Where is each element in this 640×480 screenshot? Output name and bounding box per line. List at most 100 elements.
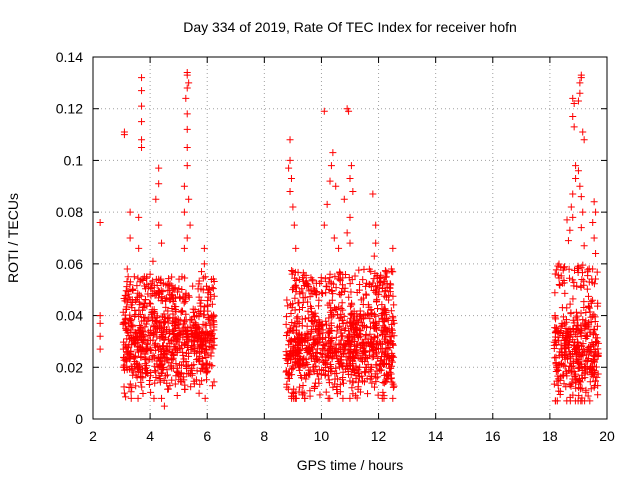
- data-point: [191, 322, 199, 330]
- data-point: [172, 360, 180, 368]
- data-point: [574, 364, 582, 372]
- data-point: [357, 355, 365, 363]
- data-point: [341, 341, 349, 349]
- data-point: [586, 397, 594, 405]
- data-point: [389, 244, 397, 252]
- data-point: [155, 363, 163, 371]
- data-point: [589, 296, 597, 304]
- data-point: [201, 273, 209, 281]
- data-points: [96, 69, 602, 410]
- data-point: [389, 394, 397, 402]
- data-point: [377, 271, 385, 279]
- data-point: [346, 302, 354, 310]
- data-point: [585, 292, 593, 300]
- x-tick-label: 16: [485, 428, 501, 444]
- data-point: [301, 293, 309, 301]
- data-point: [361, 348, 369, 356]
- data-point: [182, 295, 190, 303]
- data-point: [144, 345, 152, 353]
- data-point: [170, 343, 178, 351]
- data-point: [311, 383, 319, 391]
- data-point: [381, 347, 389, 355]
- data-point: [155, 221, 163, 229]
- data-point: [550, 380, 558, 388]
- data-point: [383, 371, 391, 379]
- data-point: [354, 318, 362, 326]
- data-point: [575, 384, 583, 392]
- data-point: [121, 297, 129, 305]
- data-point: [195, 389, 203, 397]
- data-point: [373, 295, 381, 303]
- data-point: [198, 364, 206, 372]
- data-point: [201, 394, 209, 402]
- data-point: [177, 369, 185, 377]
- data-point: [585, 265, 593, 273]
- data-point: [551, 354, 559, 362]
- data-point: [326, 338, 334, 346]
- data-point: [554, 328, 562, 336]
- data-point: [137, 292, 145, 300]
- data-point: [327, 279, 335, 287]
- data-point: [127, 328, 135, 336]
- data-point: [185, 335, 193, 343]
- data-point: [208, 382, 216, 390]
- data-point: [585, 319, 593, 327]
- data-point: [122, 292, 130, 300]
- data-point: [324, 372, 332, 380]
- data-point: [576, 328, 584, 336]
- data-point: [359, 314, 367, 322]
- x-tick-label: 12: [371, 428, 387, 444]
- data-point: [332, 284, 340, 292]
- data-point: [339, 306, 347, 314]
- data-point: [353, 316, 361, 324]
- data-point: [577, 193, 585, 201]
- data-point: [132, 297, 140, 305]
- data-point: [372, 282, 380, 290]
- data-point: [335, 244, 343, 252]
- y-axis-label: ROTI / TECUs: [5, 193, 21, 283]
- data-point: [135, 213, 143, 221]
- data-point: [143, 274, 151, 282]
- data-point: [126, 234, 134, 242]
- data-point: [385, 296, 393, 304]
- data-point: [196, 336, 204, 344]
- data-point: [569, 295, 577, 303]
- data-point: [569, 391, 577, 399]
- data-point: [340, 195, 348, 203]
- data-point: [149, 352, 157, 360]
- data-point: [328, 287, 336, 295]
- data-point: [577, 329, 585, 337]
- data-point: [376, 357, 384, 365]
- data-point: [145, 283, 153, 291]
- data-point: [303, 359, 311, 367]
- data-point: [122, 393, 130, 401]
- data-point: [135, 244, 143, 252]
- data-point: [187, 383, 195, 391]
- data-point: [199, 361, 207, 369]
- data-point: [591, 368, 599, 376]
- data-point: [356, 388, 364, 396]
- data-point: [574, 97, 582, 105]
- data-point: [553, 362, 561, 370]
- data-point: [208, 300, 216, 308]
- data-point: [377, 278, 385, 286]
- data-point: [299, 289, 307, 297]
- data-point: [559, 371, 567, 379]
- data-point: [157, 369, 165, 377]
- x-tick-label: 4: [146, 428, 154, 444]
- data-point: [556, 348, 564, 356]
- data-point: [182, 310, 190, 318]
- data-point: [570, 282, 578, 290]
- data-point: [169, 364, 177, 372]
- data-point: [555, 281, 563, 289]
- data-point: [592, 275, 600, 283]
- data-point: [147, 326, 155, 334]
- data-point: [380, 292, 388, 300]
- data-point: [209, 285, 217, 293]
- data-point: [372, 312, 380, 320]
- x-tick-label: 6: [203, 428, 211, 444]
- data-point: [123, 327, 131, 335]
- data-point: [575, 392, 583, 400]
- data-point: [304, 281, 312, 289]
- data-point: [583, 332, 591, 340]
